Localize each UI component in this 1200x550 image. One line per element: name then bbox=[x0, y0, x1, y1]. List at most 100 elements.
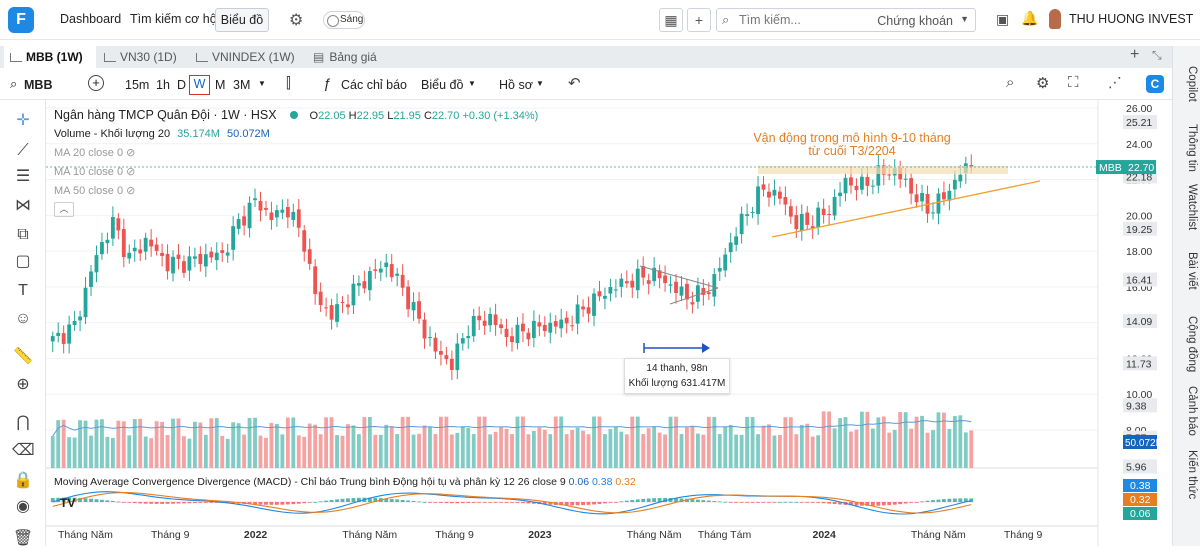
tab-vnindex[interactable]: VNINDEX (1W) bbox=[196, 46, 295, 68]
candle-body bbox=[674, 281, 678, 293]
triangle-top[interactable] bbox=[639, 265, 719, 289]
candle-body bbox=[214, 252, 219, 261]
chat-icon[interactable]: ▣ bbox=[996, 11, 1010, 27]
avatar[interactable] bbox=[1049, 9, 1061, 29]
expand-icon[interactable]: ⤡ bbox=[1152, 48, 1162, 62]
compare-add-icon[interactable]: + bbox=[88, 75, 104, 91]
crosshair-icon[interactable]: ✛ bbox=[16, 112, 30, 129]
chart-canvas[interactable]: 26.0024.0022.0020.0018.0016.0014.0012.00… bbox=[46, 100, 1172, 546]
tab-mbb[interactable]: MBB (1W) ✕ bbox=[4, 46, 96, 86]
macd-histogram-bar bbox=[575, 502, 580, 506]
emoji-icon[interactable]: ☺ bbox=[14, 310, 32, 327]
pattern-icon[interactable]: ⋈ bbox=[15, 197, 31, 214]
time-tick-label: 2023 bbox=[528, 529, 552, 541]
nav-chart[interactable]: Biểu đồ bbox=[215, 8, 269, 32]
shape-icon[interactable]: ▢ bbox=[15, 253, 31, 270]
tab-posts[interactable]: Bài viết bbox=[1186, 252, 1198, 290]
symbol-input[interactable]: MBB bbox=[24, 78, 53, 92]
candle-body bbox=[346, 304, 350, 308]
share-icon[interactable]: ⋰ bbox=[1108, 74, 1122, 90]
magnet-icon[interactable]: ⋂ bbox=[16, 414, 30, 431]
nav-opportunity-search[interactable]: Tìm kiếm cơ hội bbox=[130, 12, 220, 26]
gear-icon[interactable]: ⚙ bbox=[289, 12, 304, 29]
timeframe-w[interactable]: W bbox=[189, 75, 210, 95]
search-box[interactable]: ⌕ Chứng khoán ▼ bbox=[716, 8, 976, 32]
tab-watchlist[interactable]: Watchlist bbox=[1186, 184, 1198, 231]
fib-icon[interactable]: ☰ bbox=[15, 168, 31, 185]
price-tick-label: 20.00 bbox=[1126, 210, 1152, 222]
candle-body bbox=[952, 179, 957, 190]
candle-body bbox=[171, 256, 175, 274]
timeframe-1h[interactable]: 1h bbox=[156, 78, 170, 92]
user-name[interactable]: THU HUONG INVEST bbox=[1069, 12, 1194, 26]
settings-icon[interactable]: ⚙ bbox=[1036, 75, 1050, 92]
nav-dashboard[interactable]: Dashboard bbox=[60, 12, 122, 26]
tab-vn30[interactable]: VN30 (1D) bbox=[104, 46, 177, 68]
tab-label: MBB (1W) bbox=[26, 50, 83, 64]
eraser-icon[interactable]: ⌫ bbox=[12, 442, 35, 459]
trash-icon[interactable]: 🗑 bbox=[12, 530, 34, 547]
channel-icon[interactable]: ⧉ bbox=[17, 226, 29, 243]
macd-histogram-bar bbox=[706, 500, 711, 502]
grid-layout-icon[interactable]: ▦ bbox=[659, 8, 683, 32]
ma20-legend[interactable]: MA 20 close 0 ⊘ bbox=[54, 146, 135, 159]
tab-alerts[interactable]: Cảnh báo bbox=[1186, 386, 1198, 436]
tab-knowledge[interactable]: Kiến thức bbox=[1186, 450, 1198, 500]
timeframe-m[interactable]: M bbox=[215, 78, 226, 92]
macd-histogram-bar bbox=[701, 500, 706, 502]
top-navigation: F Dashboard Tìm kiếm cơ hội Biểu đồ ⚙ Sá… bbox=[0, 0, 1200, 40]
theme-toggle[interactable]: Sáng bbox=[323, 11, 365, 29]
eye-off-icon[interactable]: ⊘ bbox=[126, 185, 136, 197]
search-scope-select[interactable]: Chứng khoán bbox=[877, 14, 953, 28]
macd-histogram-bar bbox=[192, 502, 197, 504]
copilot-icon[interactable]: C bbox=[1146, 75, 1164, 93]
profile-button[interactable]: Hồ sơ bbox=[499, 78, 533, 92]
lock-icon[interactable]: 🔒 bbox=[13, 472, 33, 489]
chevron-down-icon[interactable]: ▼ bbox=[960, 14, 969, 24]
zoom-in-icon[interactable]: ⊕ bbox=[16, 376, 30, 393]
eye-icon[interactable]: ◉ bbox=[16, 498, 30, 515]
text-icon[interactable]: T bbox=[18, 282, 28, 299]
trendline-lower[interactable] bbox=[771, 180, 1041, 238]
eye-off-icon[interactable]: ⊘ bbox=[126, 166, 136, 178]
ma10-legend[interactable]: MA 10 close 0 ⊘ bbox=[54, 165, 135, 178]
chevron-down-icon[interactable]: ▼ bbox=[536, 79, 544, 88]
tab-community[interactable]: Cộng đồng bbox=[1186, 316, 1198, 373]
chevron-down-icon[interactable]: ▼ bbox=[258, 79, 266, 88]
timeframe-3m[interactable]: 3M bbox=[233, 78, 251, 92]
add-icon[interactable]: + bbox=[687, 8, 711, 32]
tab-copilot[interactable]: Copilot bbox=[1186, 66, 1198, 102]
collapse-legend-icon[interactable]: ︿ bbox=[54, 202, 74, 217]
volume-bar bbox=[329, 417, 334, 468]
ruler-icon[interactable]: 📏 bbox=[13, 348, 33, 365]
candle-body bbox=[515, 324, 520, 344]
fireant-logo[interactable]: F bbox=[8, 7, 34, 33]
trendline-icon[interactable]: ⟋ bbox=[17, 142, 29, 159]
tradingview-logo[interactable]: TV bbox=[60, 496, 76, 510]
candle-body bbox=[531, 320, 536, 338]
resistance-zone[interactable] bbox=[758, 166, 1008, 174]
bell-icon[interactable]: 🔔 bbox=[1021, 10, 1039, 26]
chevron-down-icon[interactable]: ▼ bbox=[468, 79, 476, 88]
tab-info[interactable]: Thông tin bbox=[1186, 124, 1198, 172]
candle-type-icon[interactable]: ⫿ bbox=[286, 75, 291, 92]
volume-bar bbox=[619, 431, 624, 468]
undo-icon[interactable]: ↶ bbox=[568, 75, 581, 92]
fullscreen-icon[interactable]: ⛶ bbox=[1068, 74, 1079, 91]
search-input[interactable] bbox=[739, 13, 859, 27]
triangle-bottom[interactable] bbox=[669, 287, 719, 305]
timeframe-d[interactable]: D bbox=[177, 78, 187, 92]
chart-type-button[interactable]: Biểu đồ bbox=[421, 78, 464, 92]
eye-off-icon[interactable]: ⊘ bbox=[126, 147, 136, 159]
price-chart[interactable]: 26.0024.0022.0020.0018.0016.0014.0012.00… bbox=[46, 100, 1172, 546]
macd-histogram-bar bbox=[963, 498, 968, 502]
timeframe-15m[interactable]: 15m bbox=[125, 78, 150, 92]
ma50-legend[interactable]: MA 50 close 0 ⊘ bbox=[54, 184, 135, 197]
candle-body bbox=[630, 280, 635, 288]
pattern-annotation[interactable]: Vận động trong mô hình 9-10 tháng từ cuố… bbox=[742, 132, 962, 158]
add-tab-icon[interactable]: + bbox=[1130, 46, 1140, 63]
tab-price-board[interactable]: ▤ Bảng giá bbox=[313, 46, 377, 68]
zoom-icon[interactable]: ⌕ bbox=[1006, 74, 1015, 91]
macd-histogram-bar bbox=[455, 502, 460, 504]
indicators-button[interactable]: Các chỉ báo bbox=[341, 78, 408, 92]
